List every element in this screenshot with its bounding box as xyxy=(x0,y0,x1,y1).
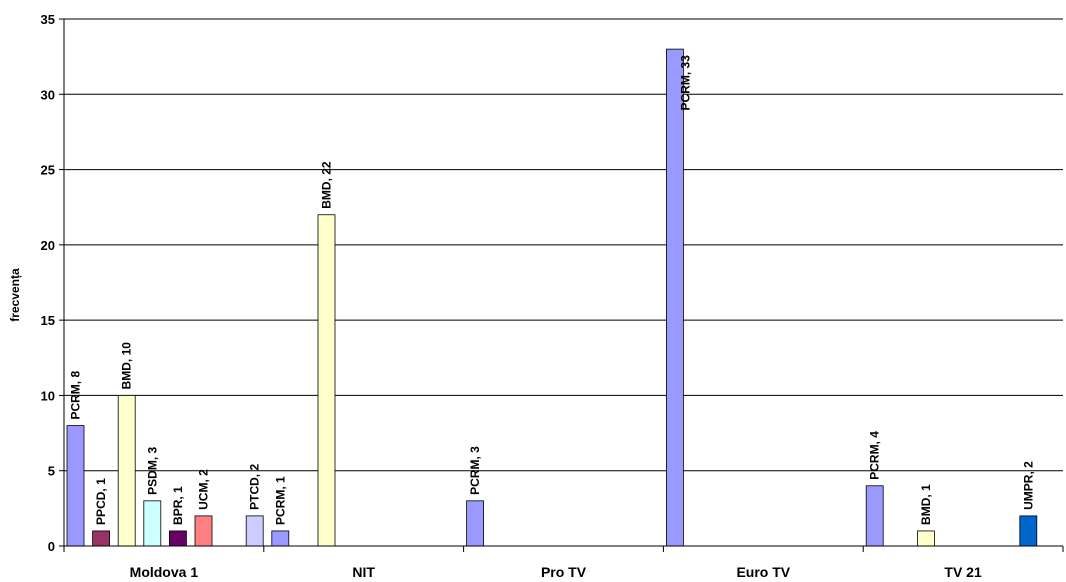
x-tick-labels: Moldova 1 NIT Pro TV Euro TV TV 21 xyxy=(64,546,1063,580)
bar xyxy=(118,395,135,546)
bar xyxy=(246,516,263,546)
bar-data-label: BPR, 1 xyxy=(171,486,185,525)
bar xyxy=(195,516,212,546)
bar xyxy=(93,531,110,546)
bar-data-label: PCRM, 8 xyxy=(69,371,83,420)
y-tick-label: 0 xyxy=(48,539,55,554)
bar xyxy=(144,501,161,546)
x-category-label: TV 21 xyxy=(944,564,982,580)
bar-data-label: PSDM, 3 xyxy=(145,446,159,494)
x-category-label: NIT xyxy=(352,564,375,580)
y-tick-label: 35 xyxy=(41,12,55,27)
y-tick-label: 10 xyxy=(41,388,55,403)
bar-data-label: UCM, 2 xyxy=(197,469,211,510)
y-tick-label: 25 xyxy=(41,163,55,178)
y-tick-labels: 0 5 10 15 20 25 30 35 xyxy=(41,12,64,554)
x-category-label: Moldova 1 xyxy=(130,564,199,580)
bar-data-label: PCRM, 4 xyxy=(868,431,882,480)
data-labels: PCRM, 8 PPCD, 1 BMD, 10 PSDM, 3 BPR, 1 UCM, 2… xyxy=(69,55,1036,525)
bar-data-label: BMD, 1 xyxy=(919,484,933,525)
bar-data-label: PTCD, 2 xyxy=(248,464,262,510)
bar-data-label: PPCD, 1 xyxy=(94,478,108,525)
y-tick-label: 20 xyxy=(41,238,55,253)
bar xyxy=(917,531,934,546)
bar-data-label: BMD, 22 xyxy=(320,161,334,209)
y-axis-title: frecvența xyxy=(8,268,22,322)
bars xyxy=(67,49,1037,546)
y-tick-label: 5 xyxy=(48,464,55,479)
bar xyxy=(169,531,186,546)
bar-data-label: BMD, 10 xyxy=(120,342,134,390)
bar xyxy=(272,531,289,546)
bar xyxy=(467,501,484,546)
x-category-label: Pro TV xyxy=(541,564,587,580)
bar xyxy=(666,49,683,546)
y-tick-label: 15 xyxy=(41,313,55,328)
bar xyxy=(1020,516,1037,546)
bar xyxy=(318,215,335,546)
axes xyxy=(64,19,1063,546)
y-tick-label: 30 xyxy=(41,87,55,102)
bar-data-label: PCRM, 33 xyxy=(678,55,692,111)
x-category-label: Euro TV xyxy=(736,564,790,580)
bar-data-label: UMPR, 2 xyxy=(1021,461,1035,510)
bar-data-label: PCRM, 1 xyxy=(273,476,287,525)
gridlines xyxy=(64,19,1063,471)
bar xyxy=(67,426,84,546)
bar-data-label: PCRM, 3 xyxy=(468,446,482,495)
bar xyxy=(866,486,883,546)
